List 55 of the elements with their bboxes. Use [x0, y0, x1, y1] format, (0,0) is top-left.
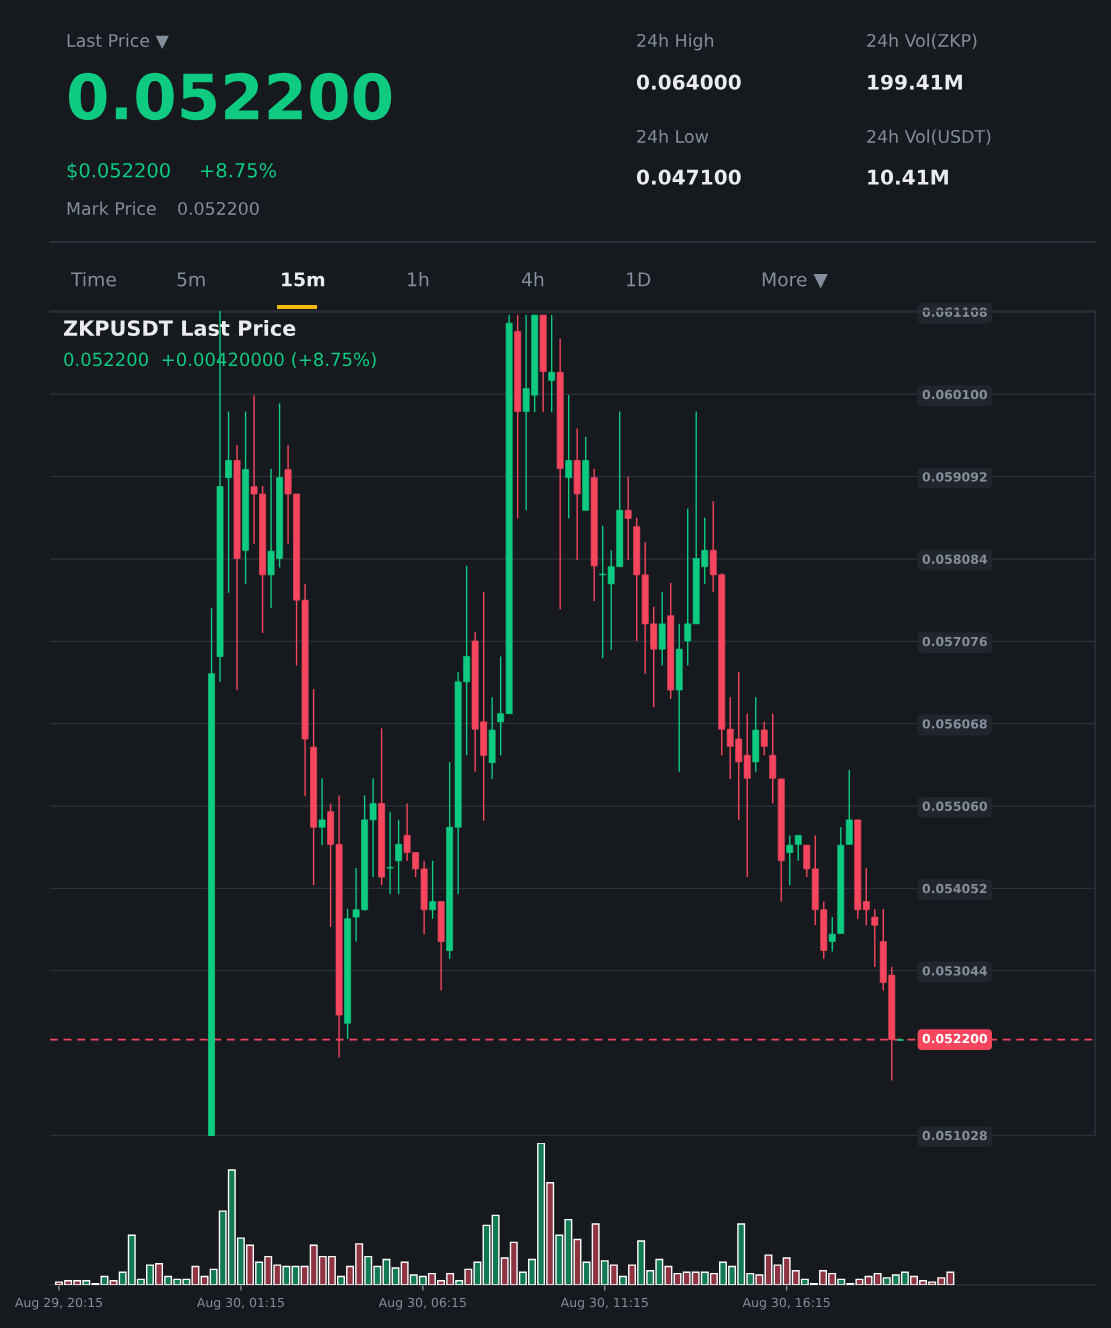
candlestick [786, 834, 794, 886]
x-tick-label: Aug 29, 20:15 [14, 1297, 103, 1310]
x-tick-label: Aug 30, 16:15 [742, 1297, 830, 1310]
candlestick [794, 834, 802, 862]
y-tick-label: 0.061108 [922, 307, 987, 317]
candlestick [624, 476, 632, 561]
text: 24h Vol(USDT) [867, 129, 991, 146]
candlestick [871, 908, 879, 968]
y-tick-label: 0.054052 [922, 883, 987, 894]
candlestick [386, 811, 394, 895]
text: Last Price ▼ [67, 33, 169, 49]
text: 0.052200 [178, 201, 259, 216]
y-tick-label: 0.056068 [922, 719, 987, 729]
text: $0.052200 [67, 162, 170, 181]
text: 0.052200 [68, 72, 392, 121]
y-tick-label: 0.059092 [922, 472, 987, 482]
candlestick [225, 410, 232, 594]
ref-line-label: 0.052200 [922, 1033, 988, 1044]
candlestick [862, 867, 870, 926]
candlestick [760, 721, 768, 757]
text: 10.41M [868, 169, 948, 185]
candlestick [395, 819, 403, 895]
candlestick [828, 916, 836, 953]
candlestick [548, 314, 556, 413]
candlestick [803, 844, 811, 878]
candlestick [684, 507, 692, 667]
text: 1D [627, 272, 651, 287]
text: 1h [408, 271, 429, 287]
text: 24h Low [637, 129, 709, 144]
x-tick-label: Aug 30, 06:15 [378, 1297, 466, 1310]
candlestick [565, 394, 573, 520]
y-tick-label: 0.055060 [922, 801, 988, 811]
text: 199.41M [868, 74, 962, 90]
text: 15m [282, 272, 325, 287]
text: 0.064000 [636, 74, 741, 90]
text: 0.047100 [636, 169, 741, 185]
x-tick-label: Aug 30, 01:15 [196, 1297, 284, 1310]
text: 5m [177, 272, 205, 287]
y-tick-label: 0.057076 [922, 636, 987, 647]
text: 24h Vol(ZKP) [867, 33, 977, 50]
y-tick-label: 0.053044 [922, 966, 988, 976]
y-tick-label: 0.058084 [922, 554, 988, 564]
candlestick [429, 860, 437, 920]
candlestick [769, 713, 777, 805]
candlestick [743, 713, 751, 878]
text: Time [70, 271, 116, 287]
y-tick-label: 0.051028 [922, 1130, 987, 1141]
text: 4h [521, 271, 544, 287]
y-tick-label: 0.060100 [922, 389, 988, 400]
text: More ▼ [762, 272, 828, 289]
text: Mark Price [67, 201, 156, 216]
text: +8.75% [201, 162, 276, 178]
x-tick-label: Aug 30, 11:15 [560, 1297, 648, 1310]
candlestick [318, 777, 326, 846]
text: 24h High [637, 33, 714, 51]
